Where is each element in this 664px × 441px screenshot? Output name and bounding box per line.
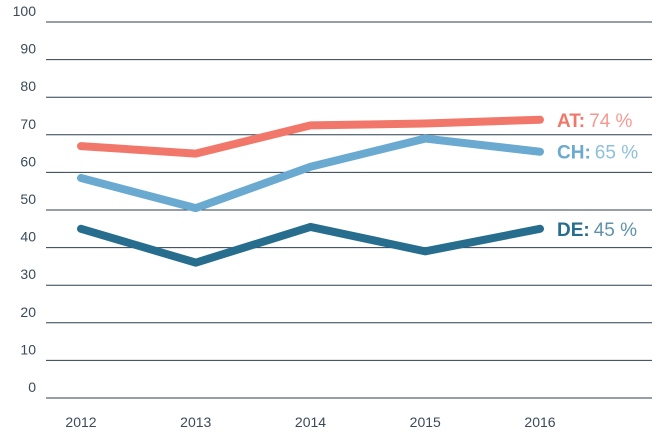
y-tick-label: 100 <box>13 3 37 19</box>
y-axis-ticks: 0 10 20 30 40 50 60 70 80 90 100 <box>13 3 37 395</box>
end-label-at: AT: 74 % <box>557 111 633 132</box>
y-tick-label: 30 <box>20 266 36 282</box>
x-axis-ticks: 2012 2013 2014 2015 2016 <box>65 414 555 430</box>
series-lines <box>77 115 544 267</box>
end-label-de: DE: 45 % <box>557 220 637 241</box>
x-tick-label: 2014 <box>295 414 326 430</box>
series-line-at <box>77 115 544 158</box>
end-label-value: 45 % <box>594 220 637 241</box>
y-tick-label: 60 <box>20 153 36 169</box>
end-label-code: CH: <box>557 143 591 164</box>
end-label-code: DE: <box>557 220 590 241</box>
y-tick-label: 90 <box>20 41 36 57</box>
series-line-de <box>77 222 544 267</box>
y-tick-label: 10 <box>20 341 36 357</box>
y-tick-label: 20 <box>20 304 36 320</box>
y-tick-label: 0 <box>28 379 36 395</box>
x-tick-label: 2016 <box>524 414 555 430</box>
y-tick-label: 40 <box>20 229 36 245</box>
end-labels: AT: 74 % CH: 65 % DE: 45 % <box>557 111 638 241</box>
y-tick-label: 70 <box>20 116 36 132</box>
y-tick-label: 80 <box>20 78 36 94</box>
end-label-code: AT: <box>557 111 585 132</box>
end-label-value: 65 % <box>595 143 638 164</box>
end-label-value: 74 % <box>589 111 632 132</box>
y-tick-label: 50 <box>20 191 36 207</box>
x-tick-label: 2012 <box>65 414 96 430</box>
grid-lines <box>46 21 652 399</box>
end-label-ch: CH: 65 % <box>557 143 638 164</box>
x-tick-label: 2013 <box>180 414 211 430</box>
x-tick-label: 2015 <box>410 414 441 430</box>
series-line-ch <box>77 134 544 213</box>
